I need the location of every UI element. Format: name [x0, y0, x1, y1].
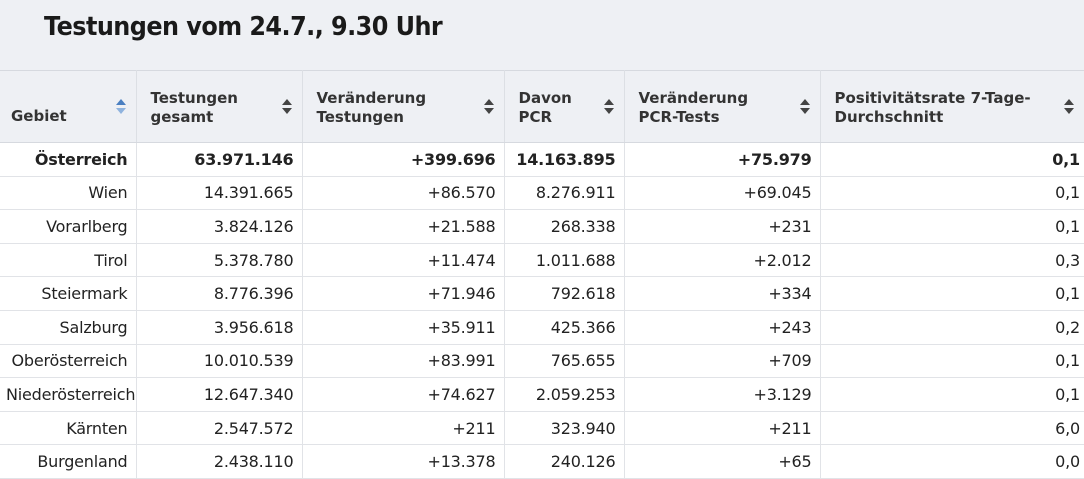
cell-veraenderung-testungen: +86.570 [302, 176, 505, 211]
cell-gebiet: Vorarlberg [0, 209, 137, 244]
cell-veraenderung-testungen: +211 [302, 411, 505, 446]
cell-gebiet: Österreich [0, 142, 137, 177]
table-row: Burgenland 2.438.110 +13.378 240.126 +65 0,0 [0, 444, 1084, 479]
table-row: Vorarlberg 3.824.126 +21.588 268.338 +231 0,1 [0, 209, 1084, 244]
testing-table: Gebiet Testungen gesamt Veränderung Test… [0, 70, 1084, 479]
table-row: Steiermark 8.776.396 +71.946 792.618 +334 0,1 [0, 276, 1084, 311]
cell-gebiet: Salzburg [0, 310, 137, 345]
column-header-positivitaetsrate[interactable]: Positivitätsrate 7-Tage-Durchschnitt [820, 70, 1084, 143]
sort-icon[interactable] [115, 97, 126, 117]
table-row: Salzburg 3.956.618 +35.911 425.366 +243 0,2 [0, 310, 1084, 345]
cell-davon-pcr: 8.276.911 [504, 176, 625, 211]
cell-veraenderung-testungen: +13.378 [302, 444, 505, 479]
cell-veraenderung-pcr: +3.129 [624, 377, 821, 412]
column-header-gebiet[interactable]: Gebiet [0, 70, 137, 143]
cell-veraenderung-pcr: +2.012 [624, 243, 821, 278]
cell-veraenderung-testungen: +83.991 [302, 344, 505, 379]
column-header-label: Davon PCR [518, 88, 572, 126]
cell-veraenderung-pcr: +334 [624, 276, 821, 311]
cell-testungen-gesamt: 10.010.539 [136, 344, 303, 379]
cell-testungen-gesamt: 2.438.110 [136, 444, 303, 479]
cell-testungen-gesamt: 2.547.572 [136, 411, 303, 446]
table-header-row: Gebiet Testungen gesamt Veränderung Test… [0, 70, 1084, 143]
cell-davon-pcr: 792.618 [504, 276, 625, 311]
cell-testungen-gesamt: 5.378.780 [136, 243, 303, 278]
cell-davon-pcr: 765.655 [504, 344, 625, 379]
cell-davon-pcr: 14.163.895 [504, 142, 625, 177]
column-header-label: Positivitätsrate 7-Tage-Durchschnitt [834, 88, 1031, 126]
cell-davon-pcr: 1.011.688 [504, 243, 625, 278]
table-row: Niederösterreich 12.647.340 +74.627 2.059.2… [0, 377, 1084, 412]
cell-testungen-gesamt: 3.824.126 [136, 209, 303, 244]
column-header-veraenderung-pcr[interactable]: Veränderung PCR-Tests [624, 70, 821, 143]
cell-positivitaetsrate: 6,0 [820, 411, 1084, 446]
cell-veraenderung-testungen: +71.946 [302, 276, 505, 311]
cell-gebiet: Niederösterreich [0, 377, 137, 412]
cell-positivitaetsrate: 0,3 [820, 243, 1084, 278]
column-header-label: Gebiet [11, 107, 67, 125]
cell-testungen-gesamt: 8.776.396 [136, 276, 303, 311]
cell-davon-pcr: 268.338 [504, 209, 625, 244]
sort-icon[interactable] [483, 97, 494, 117]
sort-icon[interactable] [603, 97, 614, 117]
table-row: Oberösterreich 10.010.539 +83.991 765.655 +7… [0, 344, 1084, 379]
column-header-testungen-gesamt[interactable]: Testungen gesamt [136, 70, 303, 143]
cell-davon-pcr: 240.126 [504, 444, 625, 479]
cell-testungen-gesamt: 14.391.665 [136, 176, 303, 211]
cell-veraenderung-pcr: +65 [624, 444, 821, 479]
cell-veraenderung-testungen: +35.911 [302, 310, 505, 345]
cell-positivitaetsrate: 0,1 [820, 344, 1084, 379]
column-header-label: Veränderung Testungen [316, 88, 427, 126]
cell-positivitaetsrate: 0,1 [820, 377, 1084, 412]
sort-icon[interactable] [281, 97, 292, 117]
table-body: Österreich 63.971.146 +399.696 14.163.895 +7… [0, 142, 1084, 479]
sort-icon[interactable] [1064, 97, 1074, 117]
cell-veraenderung-pcr: +709 [624, 344, 821, 379]
sort-icon[interactable] [799, 97, 810, 117]
cell-positivitaetsrate: 0,2 [820, 310, 1084, 345]
cell-veraenderung-testungen: +74.627 [302, 377, 505, 412]
cell-gebiet: Burgenland [0, 444, 137, 479]
cell-testungen-gesamt: 63.971.146 [136, 142, 303, 177]
cell-veraenderung-testungen: +11.474 [302, 243, 505, 278]
cell-veraenderung-pcr: +243 [624, 310, 821, 345]
cell-positivitaetsrate: 0,0 [820, 444, 1084, 479]
column-header-label: Testungen gesamt [150, 88, 238, 126]
cell-positivitaetsrate: 0,1 [820, 176, 1084, 211]
cell-veraenderung-pcr: +69.045 [624, 176, 821, 211]
column-header-veraenderung-testungen[interactable]: Veränderung Testungen [302, 70, 505, 143]
table-row: Tirol 5.378.780 +11.474 1.011.688 +2.012 0,3 [0, 243, 1084, 278]
cell-veraenderung-pcr: +75.979 [624, 142, 821, 177]
cell-davon-pcr: 2.059.253 [504, 377, 625, 412]
column-header-davon-pcr[interactable]: Davon PCR [504, 70, 625, 143]
cell-veraenderung-testungen: +21.588 [302, 209, 505, 244]
cell-positivitaetsrate: 0,1 [820, 276, 1084, 311]
cell-positivitaetsrate: 0,1 [820, 142, 1084, 177]
cell-gebiet: Oberösterreich [0, 344, 137, 379]
cell-gebiet: Tirol [0, 243, 137, 278]
cell-gebiet: Wien [0, 176, 137, 211]
table-row: Kärnten 2.547.572 +211 323.940 +211 6,0 [0, 411, 1084, 446]
cell-veraenderung-pcr: +211 [624, 411, 821, 446]
cell-testungen-gesamt: 12.647.340 [136, 377, 303, 412]
cell-testungen-gesamt: 3.956.618 [136, 310, 303, 345]
table-row-total: Österreich 63.971.146 +399.696 14.163.895 +7… [0, 142, 1084, 177]
table-row: Wien 14.391.665 +86.570 8.276.911 +69.045 0,1 [0, 176, 1084, 211]
page-title: Testungen vom 24.7., 9.30 Uhr [44, 12, 443, 42]
cell-davon-pcr: 425.366 [504, 310, 625, 345]
title-bar: Testungen vom 24.7., 9.30 Uhr [0, 0, 1084, 70]
cell-gebiet: Steiermark [0, 276, 137, 311]
column-header-label: Veränderung PCR-Tests [638, 88, 749, 126]
cell-davon-pcr: 323.940 [504, 411, 625, 446]
cell-veraenderung-testungen: +399.696 [302, 142, 505, 177]
cell-positivitaetsrate: 0,1 [820, 209, 1084, 244]
cell-veraenderung-pcr: +231 [624, 209, 821, 244]
cell-gebiet: Kärnten [0, 411, 137, 446]
